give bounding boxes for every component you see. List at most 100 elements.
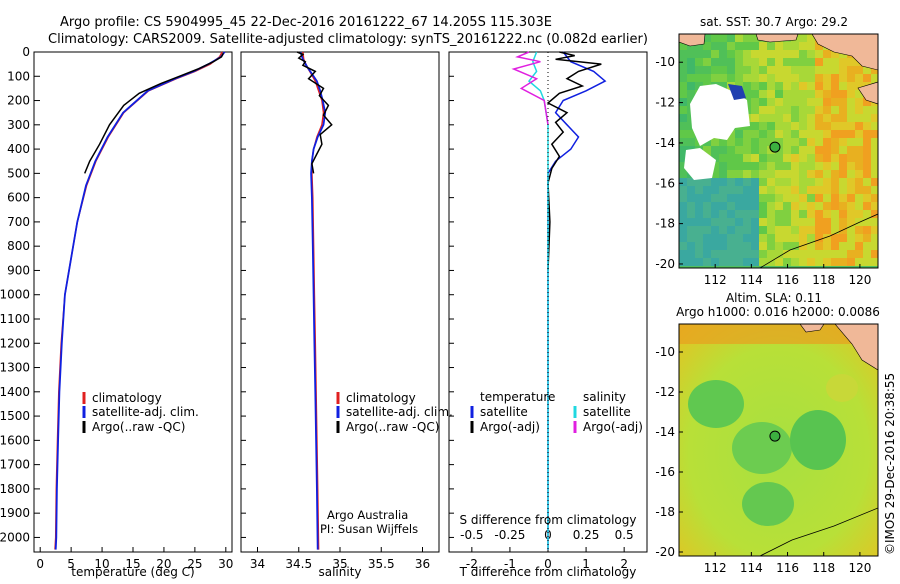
legend-label-t-satellite: satellite	[480, 405, 528, 419]
sst-cell	[815, 258, 823, 266]
sst-cell	[831, 178, 839, 186]
map-x-tick-label: 112	[704, 273, 727, 287]
x-tick-label: 35.5	[368, 557, 395, 571]
sst-cell	[831, 258, 839, 266]
legend-label-climatology: climatology	[92, 391, 162, 405]
sst-cell	[847, 234, 855, 242]
sst-cell	[799, 122, 807, 130]
depth-tick-label: 1500	[0, 409, 30, 423]
sst-cell	[823, 162, 831, 170]
sst-cell	[751, 34, 759, 42]
sst-cell	[711, 242, 719, 250]
sst-cell	[743, 90, 751, 98]
sst-cell	[775, 242, 783, 250]
sst-cell	[831, 210, 839, 218]
sst-cell	[871, 114, 878, 122]
sst-cell	[727, 186, 735, 194]
sst-cell	[855, 74, 863, 82]
sst-cell	[767, 42, 775, 50]
sst-cell	[687, 242, 695, 250]
sst-cell	[831, 114, 839, 122]
sst-cell	[703, 50, 711, 58]
x-tick-label: 20	[156, 557, 171, 571]
sst-cell	[791, 154, 799, 162]
sst-cell	[831, 74, 839, 82]
sst-cell	[735, 186, 743, 194]
sst-cell	[727, 34, 735, 42]
sst-cell	[863, 258, 871, 266]
sst-cell	[687, 226, 695, 234]
sst-cell	[727, 218, 735, 226]
sst-cell	[847, 106, 855, 114]
sst-cell	[783, 226, 791, 234]
depth-tick-label: 1900	[0, 506, 30, 520]
sst-cell	[871, 258, 878, 266]
sst-cell	[743, 226, 751, 234]
sst-cell	[815, 146, 823, 154]
sst-cell	[815, 178, 823, 186]
map-y-tick-label: -16	[655, 465, 675, 479]
sst-cell	[791, 210, 799, 218]
x-tick-label: 5	[67, 557, 75, 571]
sst-cell	[679, 178, 687, 186]
sst-cell	[807, 154, 815, 162]
sst-cell	[815, 226, 823, 234]
sst-cell	[735, 178, 743, 186]
sst-cell	[687, 130, 695, 138]
sst-cell	[863, 250, 871, 258]
salinity-xlabel: salinity	[318, 565, 361, 579]
sst-cell	[719, 202, 727, 210]
sst-cell	[703, 34, 711, 42]
sst-cell	[687, 90, 695, 98]
sst-cell	[727, 146, 735, 154]
sst-cell	[831, 106, 839, 114]
sst-cell	[711, 258, 719, 266]
x-tick-label: 15	[125, 557, 140, 571]
sst-cell	[799, 186, 807, 194]
sst-cell	[767, 138, 775, 146]
sst-cell	[711, 42, 719, 50]
sst-cell	[767, 66, 775, 74]
sst-cell	[695, 250, 703, 258]
sst-cell	[743, 210, 751, 218]
sst-cell	[863, 202, 871, 210]
sst-cell	[847, 186, 855, 194]
sst-cell	[783, 50, 791, 58]
sst-cell	[703, 258, 711, 266]
sst-cell	[783, 146, 791, 154]
sst-cell	[767, 130, 775, 138]
sst-cell	[751, 178, 759, 186]
sst-cell	[863, 66, 871, 74]
sst-cell	[855, 218, 863, 226]
sst-cell	[719, 74, 727, 82]
sst-cell	[735, 58, 743, 66]
sst-cell	[863, 210, 871, 218]
sla-map-eddy	[688, 380, 744, 428]
sst-cell	[823, 66, 831, 74]
sst-cell	[751, 66, 759, 74]
sst-cell	[703, 234, 711, 242]
argo-float-marker	[769, 141, 781, 153]
sst-cell	[751, 138, 759, 146]
sst-cell	[791, 138, 799, 146]
sst-cell	[799, 138, 807, 146]
sst-cell	[823, 258, 831, 266]
sst-map-land	[857, 81, 878, 105]
sst-cell	[815, 138, 823, 146]
sst-cell	[719, 82, 727, 90]
sst-cell	[863, 74, 871, 82]
sst-cell	[815, 130, 823, 138]
sst-cell	[759, 42, 767, 50]
sst-cell	[679, 74, 687, 82]
sst-cell	[807, 250, 815, 258]
sst-cell	[759, 162, 767, 170]
sst-cell	[807, 170, 815, 178]
sst-cell	[687, 194, 695, 202]
sst-cell	[703, 226, 711, 234]
sst-cell	[871, 178, 878, 186]
sst-cell	[807, 90, 815, 98]
sst-cell	[775, 50, 783, 58]
sst-cell	[791, 66, 799, 74]
sst-cell	[751, 162, 759, 170]
sst-cell	[767, 162, 775, 170]
